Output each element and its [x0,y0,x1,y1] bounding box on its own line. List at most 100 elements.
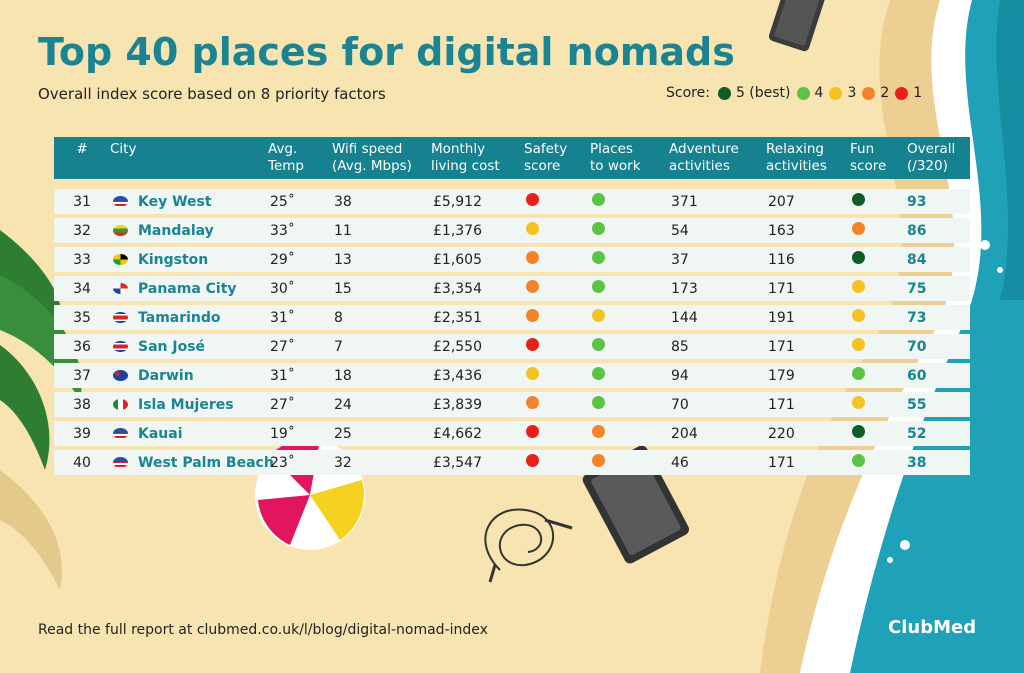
cell-work [590,222,669,239]
legend-dot-2 [862,86,876,100]
cell-safety [524,454,590,471]
cell-city: Tamarindo [110,310,268,326]
safety-score-dot [526,222,539,235]
clubmed-logo: ClubMed [888,617,977,638]
cell-overall: 93 [907,193,927,210]
cell-city: Key West [110,194,268,210]
legend-dot-5 [717,86,731,100]
legend-text-5: 5 (best) [735,85,791,101]
cell-cost: £2,550 [433,338,482,355]
col-header-temp: Avg. Temp [268,137,332,179]
cell-relaxing: 116 [768,251,795,268]
cell-fun [850,396,907,413]
cell-wifi: 8 [334,309,343,326]
cell-wifi: 25 [334,425,352,442]
table-row: 31 Key West 25˚ 38 £5,912 371 207 93 [54,189,970,214]
cell-city: Mandalay [110,223,268,239]
col-header-relaxing-l2: activities [766,158,827,174]
cell-temp: 19˚ [270,425,295,442]
cell-wifi: 13 [334,251,352,268]
cell-fun [850,425,907,442]
col-header-temp-l2: Temp [268,158,304,174]
cell-cost: £3,547 [433,454,482,471]
cell-cost: £2,351 [433,309,482,326]
city-name: Isla Mujeres [138,396,234,413]
cell-rank: 34 [73,280,91,297]
legend-item-4: 4 [796,85,823,101]
cell-relaxing: 207 [768,193,795,210]
cell-fun [850,338,907,355]
cell-relaxing: 171 [768,396,795,413]
work-score-dot [592,309,605,322]
flag-icon-us [113,428,128,439]
cell-relaxing: 191 [768,309,795,326]
footer-link-text[interactable]: Read the full report at clubmed.co.uk/l/… [38,622,488,638]
work-score-dot [592,454,605,467]
cell-wifi: 32 [334,454,352,471]
cell-adventure: 46 [671,454,689,471]
cell-safety [524,425,590,442]
cell-safety [524,367,590,384]
fun-score-dot [852,309,865,322]
fun-score-dot [852,280,865,293]
col-header-wifi-l1: Wifi speed [332,141,403,157]
cell-rank: 36 [73,338,91,355]
col-header-overall-l2: (/320) [907,158,948,174]
fun-score-dot [852,193,865,206]
cell-relaxing: 179 [768,367,795,384]
cell-temp: 31˚ [270,367,295,384]
cell-fun [850,280,907,297]
cell-cost: £3,436 [433,367,482,384]
cell-fun [850,367,907,384]
cell-city: San José [110,339,268,355]
col-header-cost: Monthly living cost [431,137,524,179]
city-name: Kauai [138,425,183,442]
legend-text-1: 1 [913,85,923,101]
flag-icon-mx [113,399,128,410]
cell-rank: 38 [73,396,91,413]
cell-wifi: 15 [334,280,352,297]
cell-wifi: 38 [334,193,352,210]
cell-temp: 33˚ [270,222,295,239]
cell-cost: £3,839 [433,396,482,413]
cell-overall: 86 [907,222,927,239]
city-name: San José [138,338,206,355]
safety-score-dot [526,193,539,206]
cell-overall: 60 [907,367,927,384]
cell-overall: 38 [907,454,927,471]
page-subtitle: Overall index score based on 8 priority … [38,85,386,103]
work-score-dot [592,425,605,438]
cell-overall: 84 [907,251,927,268]
cell-city: Kingston [110,252,268,268]
legend-dot-1 [895,86,909,100]
safety-score-dot [526,338,539,351]
col-header-city: City [110,141,137,157]
legend-dot-4 [796,86,810,100]
cell-city: West Palm Beach [110,455,274,471]
col-header-temp-l1: Avg. [268,141,298,157]
city-name: Key West [138,193,212,210]
cell-rank: 39 [73,425,91,442]
safety-score-dot [526,367,539,380]
work-score-dot [592,193,605,206]
table-row: 34 Panama City 30˚ 15 £3,354 173 171 75 [54,276,970,301]
legend-item-1: 1 [895,85,922,101]
cell-relaxing: 171 [768,454,795,471]
flag-icon-au [113,370,128,381]
cell-adventure: 37 [671,251,689,268]
cell-adventure: 173 [671,280,698,297]
cell-city: Darwin [110,368,268,384]
safety-score-dot [526,309,539,322]
cell-city: Isla Mujeres [110,397,268,413]
cell-safety [524,396,590,413]
cell-safety [524,251,590,268]
col-header-adventure-l1: Adventure [669,141,739,157]
cell-work [590,338,669,355]
cell-wifi: 11 [334,222,352,239]
table-row: 36 San José 27˚ 7 £2,550 85 171 70 [54,334,970,359]
page-title: Top 40 places for digital nomads [38,30,735,74]
fun-score-dot [852,425,865,438]
col-header-wifi-l2: (Avg. Mbps) [332,158,412,174]
table-row: 40 West Palm Beach 23˚ 32 £3,547 46 171 38 [54,450,970,475]
cell-rank: 37 [73,367,91,384]
